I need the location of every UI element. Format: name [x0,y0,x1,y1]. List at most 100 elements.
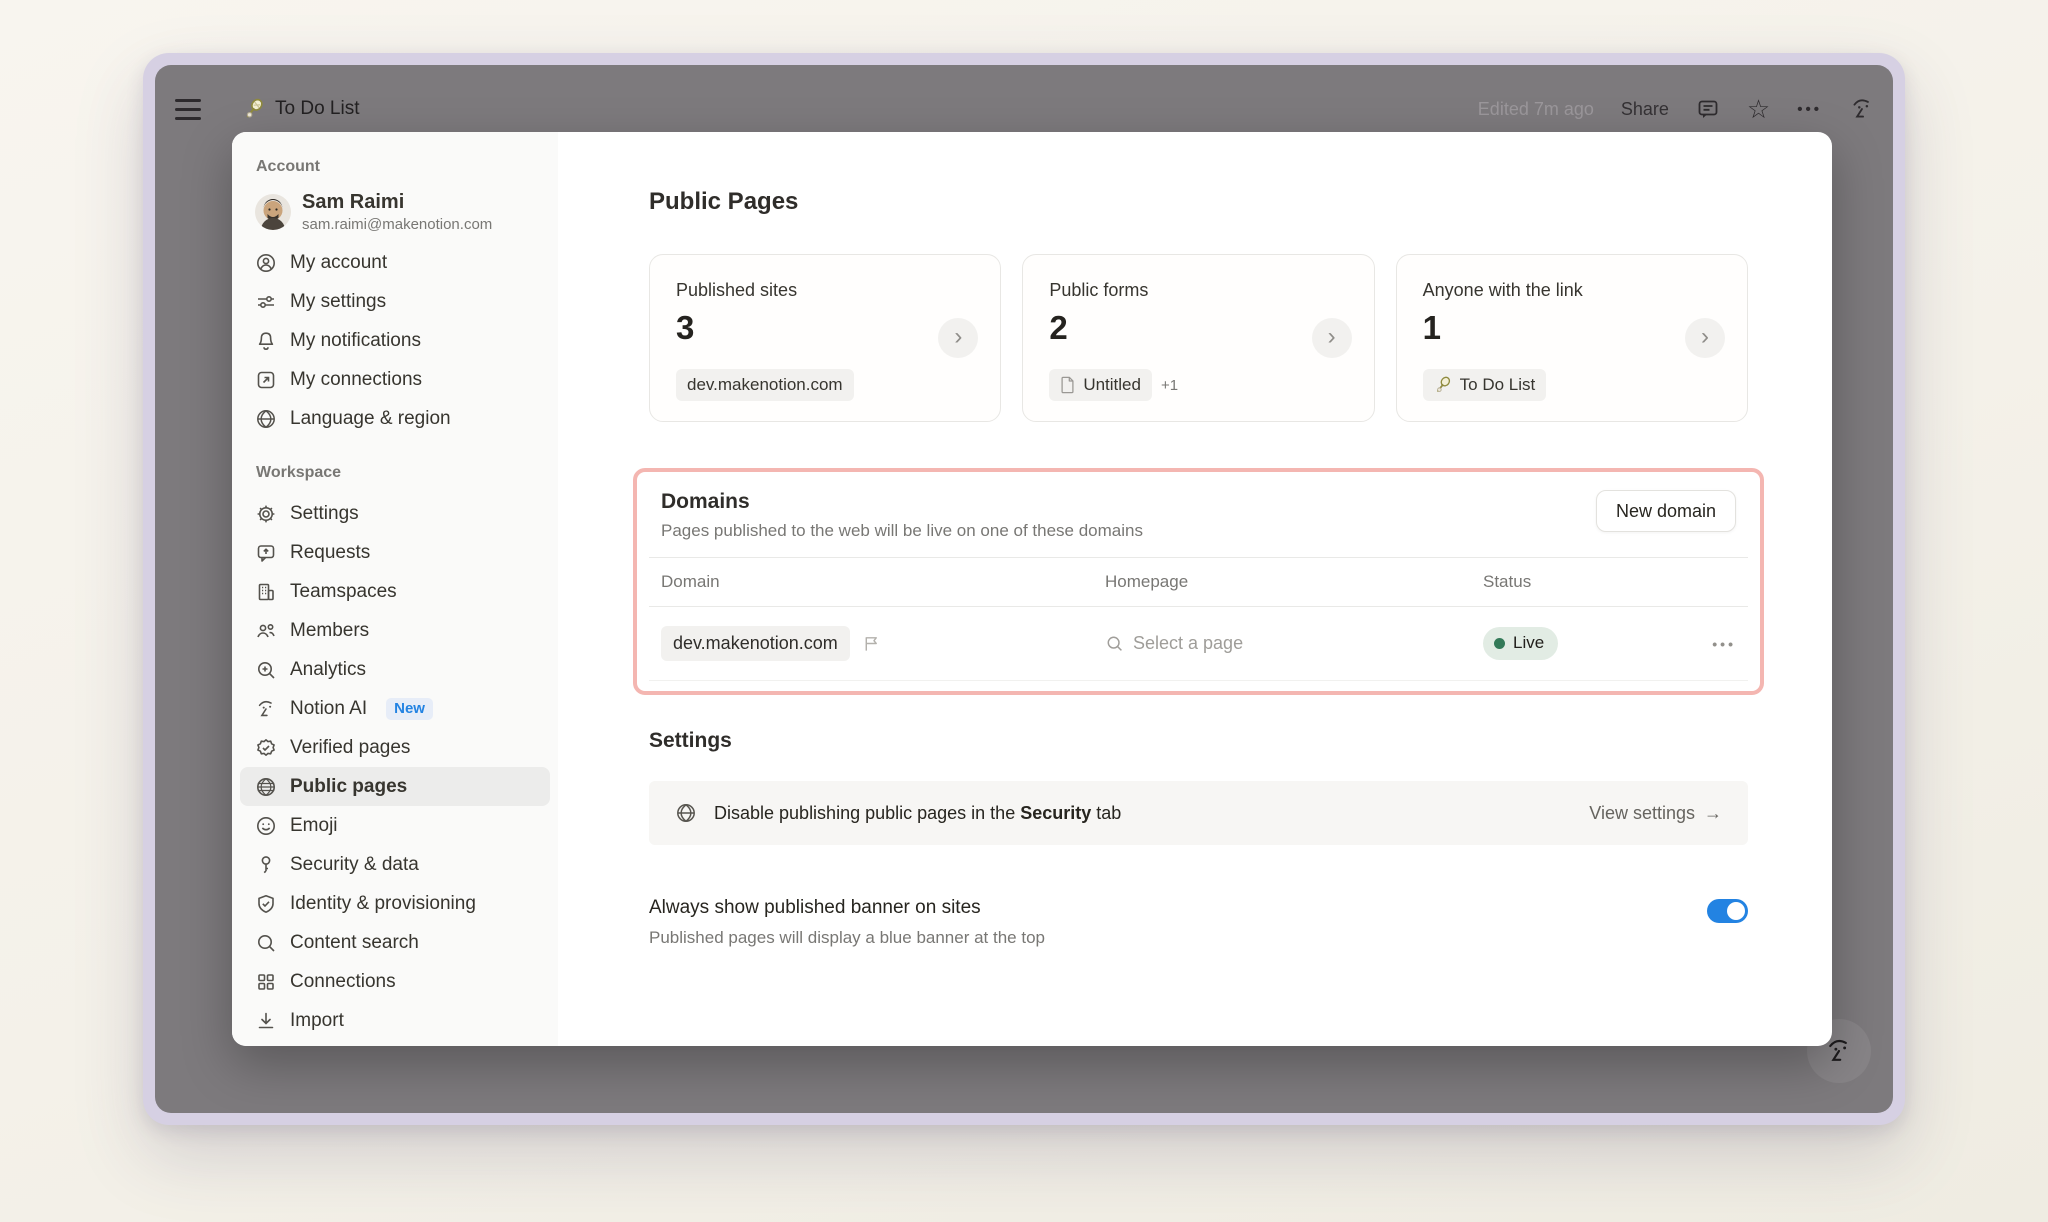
page-title: Public Pages [649,188,799,215]
card-public-forms[interactable]: Public forms 2 › U [1022,254,1375,422]
sidebar-item-emoji[interactable]: Emoji [240,806,550,845]
sidebar-item-label: Security & data [290,853,419,875]
topbar: To Do List Edited 7m ago Share ☆ ••• [155,65,1893,153]
sidebar-item-notion-ai[interactable]: Notion AI New [240,689,550,728]
sidebar-item-label: Import [290,1009,344,1031]
banner-setting-subtitle: Published pages will display a blue bann… [649,928,1045,947]
domain-pill[interactable]: dev.makenotion.com [661,626,850,661]
sidebar-item-my-settings[interactable]: My settings [240,282,550,321]
page-chip: To Do List [1422,369,1547,401]
share-button[interactable]: Share [1620,98,1669,119]
sidebar-item-members[interactable]: Members [240,611,550,650]
summary-cards: Published sites 3 › dev.makenotion.com P… [649,254,1748,422]
search-icon [1105,634,1124,653]
sidebar-item-label: Settings [290,502,359,524]
user-name: Sam Raimi [302,191,405,213]
homepage-select[interactable]: Select a page [1105,633,1483,654]
building-icon [255,581,277,603]
row-more-options-icon[interactable]: ••• [1712,635,1736,652]
sidebar-item-settings[interactable]: Settings [240,494,550,533]
domain-row: dev.makenotion.com [649,607,1748,681]
search-icon [255,932,277,954]
sidebar-item-label: Connections [290,970,396,992]
workspace-section-label: Workspace [256,464,342,481]
chevron-right-icon[interactable]: › [1311,318,1352,358]
settings-dialog: Account Sam Ra [232,132,1832,1046]
banner-setting-title: Always show published banner on sites [649,897,981,918]
sliders-icon [255,291,277,313]
sidebar-item-label: Members [290,619,370,641]
page-title: To Do List [275,98,360,119]
published-banner-toggle[interactable] [1707,899,1748,923]
sidebar-item-label: My settings [290,290,387,312]
sidebar-item-label: My account [290,251,388,273]
domains-section-highlighted: Domains Pages published to the web will … [633,468,1764,695]
domains-title: Domains [661,490,750,513]
card-label: Published sites [676,280,798,300]
favorite-star-icon[interactable]: ☆ [1746,94,1771,124]
badminton-racket-icon [243,98,265,120]
shield-check-icon [255,893,277,915]
live-dot-icon [1494,637,1505,649]
sidebar-item-teamspaces[interactable]: Teamspaces [240,572,550,611]
column-homepage: Homepage [1105,572,1189,591]
sidebar-item-label: Verified pages [290,736,411,758]
verified-seal-icon [255,737,277,759]
arrow-up-right-box-icon [255,369,277,391]
card-count: 3 [676,309,695,346]
sidebar-item-requests[interactable]: Requests [240,533,550,572]
gear-icon [255,503,277,525]
column-domain: Domain [661,572,720,591]
domains-subtitle: Pages published to the web will be live … [661,521,1143,540]
magnifier-plus-icon [255,659,277,681]
sidebar-item-label: Requests [290,541,371,563]
document-icon [1060,376,1075,394]
public-pages-panel: Public Pages Published sites 3 › dev.mak… [558,132,1832,1046]
user-email: sam.raimi@makenotion.com [302,216,493,233]
account-user-row[interactable]: Sam Raimi sam.raimi@makenotion.com [232,188,558,243]
edited-timestamp: Edited 7m ago [1477,98,1594,119]
sidebar-item-content-search[interactable]: Content search [240,923,550,962]
arrow-right-icon: → [1704,802,1722,823]
sidebar-menu-icon[interactable] [175,95,201,124]
sidebar-item-public-pages[interactable]: Public pages [240,767,550,806]
globe-icon [255,408,277,430]
card-label: Anyone with the link [1422,280,1583,300]
new-domain-button[interactable]: New domain [1595,490,1736,532]
sidebar-item-connections[interactable]: Connections [240,962,550,1001]
sidebar-item-security-data[interactable]: Security & data [240,845,550,884]
avatar [255,193,291,230]
notion-ai-face-icon[interactable] [1849,96,1875,122]
sidebar-item-verified-pages[interactable]: Verified pages [240,728,550,767]
bell-icon [255,330,277,352]
sidebar-item-my-account[interactable]: My account [240,243,550,282]
person-circle-icon [255,252,277,274]
domain-chip: dev.makenotion.com [676,369,854,401]
more-options-icon[interactable]: ••• [1797,100,1822,118]
comments-icon[interactable] [1696,97,1720,121]
sidebar-item-my-connections[interactable]: My connections [240,360,550,399]
sidebar-item-label: Analytics [290,658,367,680]
settings-sidebar: Account Sam Ra [232,132,558,1046]
flag-icon[interactable] [862,634,881,653]
card-label: Public forms [1049,280,1149,300]
card-published-sites[interactable]: Published sites 3 › dev.makenotion.com [649,254,1002,422]
smiley-icon [255,815,277,837]
chevron-right-icon[interactable]: › [1684,318,1725,358]
badminton-racket-icon [1434,376,1452,394]
page-breadcrumb[interactable]: To Do List [243,98,359,120]
sidebar-item-identity-provisioning[interactable]: Identity & provisioning [240,884,550,923]
domains-table-header: Domain Homepage Status [649,557,1748,607]
app-window: To Do List Edited 7m ago Share ☆ ••• [143,53,1905,1125]
sidebar-item-label: Content search [290,931,419,953]
card-anyone-with-link[interactable]: Anyone with the link 1 › [1395,254,1748,422]
view-settings-link[interactable]: View settings → [1589,802,1722,823]
sidebar-item-analytics[interactable]: Analytics [240,650,550,689]
sidebar-item-label: Notion AI [290,697,368,719]
grid-icon [255,971,277,993]
sidebar-item-my-notifications[interactable]: My notifications [240,321,550,360]
import-arrow-icon [255,1010,277,1032]
sidebar-item-language-region[interactable]: Language & region [240,399,550,438]
chevron-right-icon[interactable]: › [938,318,979,358]
sidebar-item-import[interactable]: Import [240,1001,550,1040]
